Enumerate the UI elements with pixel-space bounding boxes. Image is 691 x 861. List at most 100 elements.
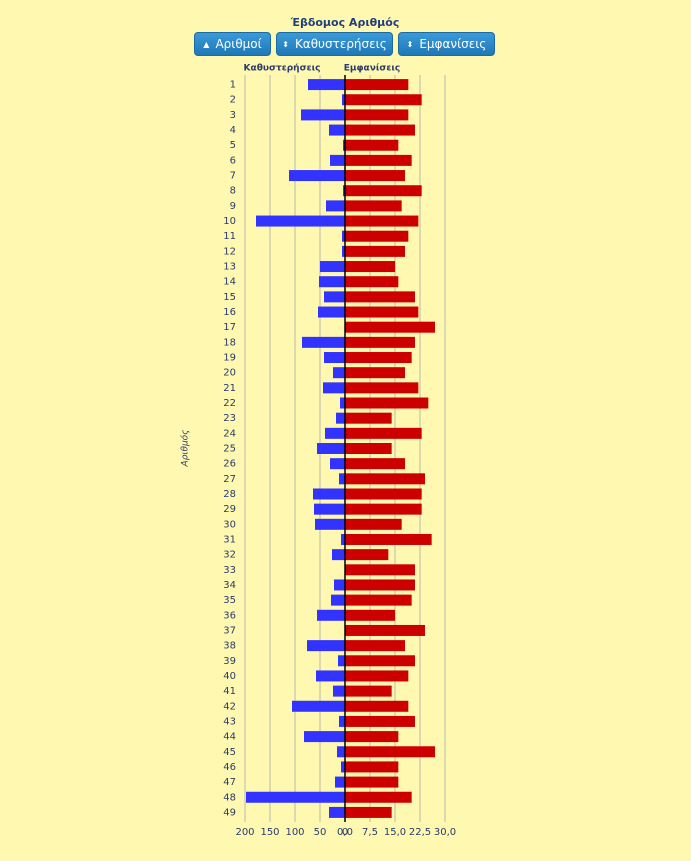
bar: [319, 276, 345, 288]
bar: [304, 731, 345, 743]
button-label: Καθυστερήσεις: [294, 37, 387, 51]
y-tick-label: 48: [223, 792, 236, 803]
bar: [313, 488, 345, 500]
x-tick-label: 30,0: [434, 827, 456, 838]
bar: [345, 791, 412, 803]
bar: [336, 412, 345, 424]
y-tick-label: 22: [223, 398, 236, 409]
y-tick-label: 24: [223, 428, 236, 439]
bar: [338, 655, 345, 667]
y-tick-label: 12: [223, 246, 236, 257]
button-label: Εμφανίσεις: [419, 37, 487, 51]
y-tick-label: 8: [230, 186, 236, 197]
y-tick-label: 30: [223, 519, 236, 530]
bar: [326, 200, 345, 212]
bar: [343, 185, 345, 197]
y-tick-label: 28: [223, 489, 236, 500]
bar: [324, 291, 345, 303]
bar: [345, 549, 389, 561]
bar: [345, 458, 405, 470]
bar: [337, 746, 345, 758]
y-tick-label: 45: [223, 747, 236, 758]
y-tick-label: 14: [223, 277, 236, 288]
y-tick-label: 39: [223, 656, 236, 667]
bar: [345, 412, 392, 424]
bar: [341, 533, 345, 545]
y-tick-label: 40: [223, 671, 236, 682]
bar: [345, 215, 419, 227]
bar: [345, 594, 412, 606]
bar: [345, 291, 415, 303]
bar: [345, 352, 412, 364]
bar: [345, 731, 399, 743]
bar: [345, 367, 405, 379]
bar: [340, 397, 345, 409]
bar: [345, 336, 415, 348]
y-tick-label: 36: [223, 610, 236, 621]
bar: [345, 473, 425, 485]
bar: [345, 533, 432, 545]
bar: [345, 185, 422, 197]
y-tick-label: 3: [230, 110, 236, 121]
bar: [318, 306, 345, 318]
bar: [329, 124, 345, 136]
bar: [345, 124, 415, 136]
bar: [345, 230, 409, 242]
y-tick-label: 25: [223, 444, 236, 455]
bar: [345, 427, 422, 439]
y-tick-label: 42: [223, 701, 236, 712]
bar: [345, 624, 425, 636]
y-tick-label: 47: [223, 777, 236, 788]
chart-title: Έβδομος Αριθμός: [290, 16, 400, 29]
bar: [345, 579, 415, 591]
y-tick-label: 49: [223, 807, 236, 818]
bar: [334, 579, 345, 591]
bar: [335, 776, 345, 788]
y-tick-label: 35: [223, 595, 236, 606]
bar: [332, 549, 345, 561]
y-tick-label: 17: [223, 322, 236, 333]
y-tick-label: 37: [223, 625, 236, 636]
y-tick-label: 1: [230, 80, 236, 91]
y-tick-label: 5: [230, 140, 236, 151]
button[interactable]: ⬍ Εμφανίσεις: [398, 32, 495, 56]
y-tick-label: 27: [223, 474, 236, 485]
bar: [345, 503, 422, 515]
button[interactable]: ▲ Αριθμοί: [194, 32, 271, 56]
bar: [345, 655, 415, 667]
y-tick-label: 13: [223, 262, 236, 273]
y-tick-label: 6: [230, 155, 236, 166]
y-tick-label: 46: [223, 762, 236, 773]
bar: [333, 685, 345, 697]
bar: [345, 670, 409, 682]
y-tick-label: 21: [223, 383, 236, 394]
bar: [292, 700, 345, 712]
bar: [345, 715, 415, 727]
bar: [345, 245, 405, 257]
bar: [345, 261, 395, 273]
bar: [345, 685, 392, 697]
y-tick-label: 32: [223, 550, 236, 561]
x-tick-label: 15,0: [384, 827, 406, 838]
bar: [301, 109, 345, 121]
y-tick-label: 20: [223, 368, 236, 379]
y-tick-label: 10: [223, 216, 236, 227]
bar: [324, 352, 345, 364]
y-axis-label: Αριθμός: [180, 430, 191, 468]
button[interactable]: ⬍ Καθυστερήσεις: [276, 32, 393, 56]
bar: [314, 503, 345, 515]
bar: [342, 245, 345, 257]
bar: [320, 261, 345, 273]
y-tick-label: 2: [230, 95, 236, 106]
button-label: Αριθμοί: [215, 37, 262, 51]
bar: [345, 79, 409, 91]
y-tick-label: 31: [223, 534, 236, 545]
bar: [345, 640, 405, 652]
y-tick-label: 23: [223, 413, 236, 424]
y-tick-label: 15: [223, 292, 236, 303]
legend-label: Εμφανίσεις: [344, 63, 401, 74]
bar: [317, 609, 345, 621]
bar: [308, 79, 345, 91]
y-tick-label: 19: [223, 353, 236, 364]
bar: [345, 397, 429, 409]
